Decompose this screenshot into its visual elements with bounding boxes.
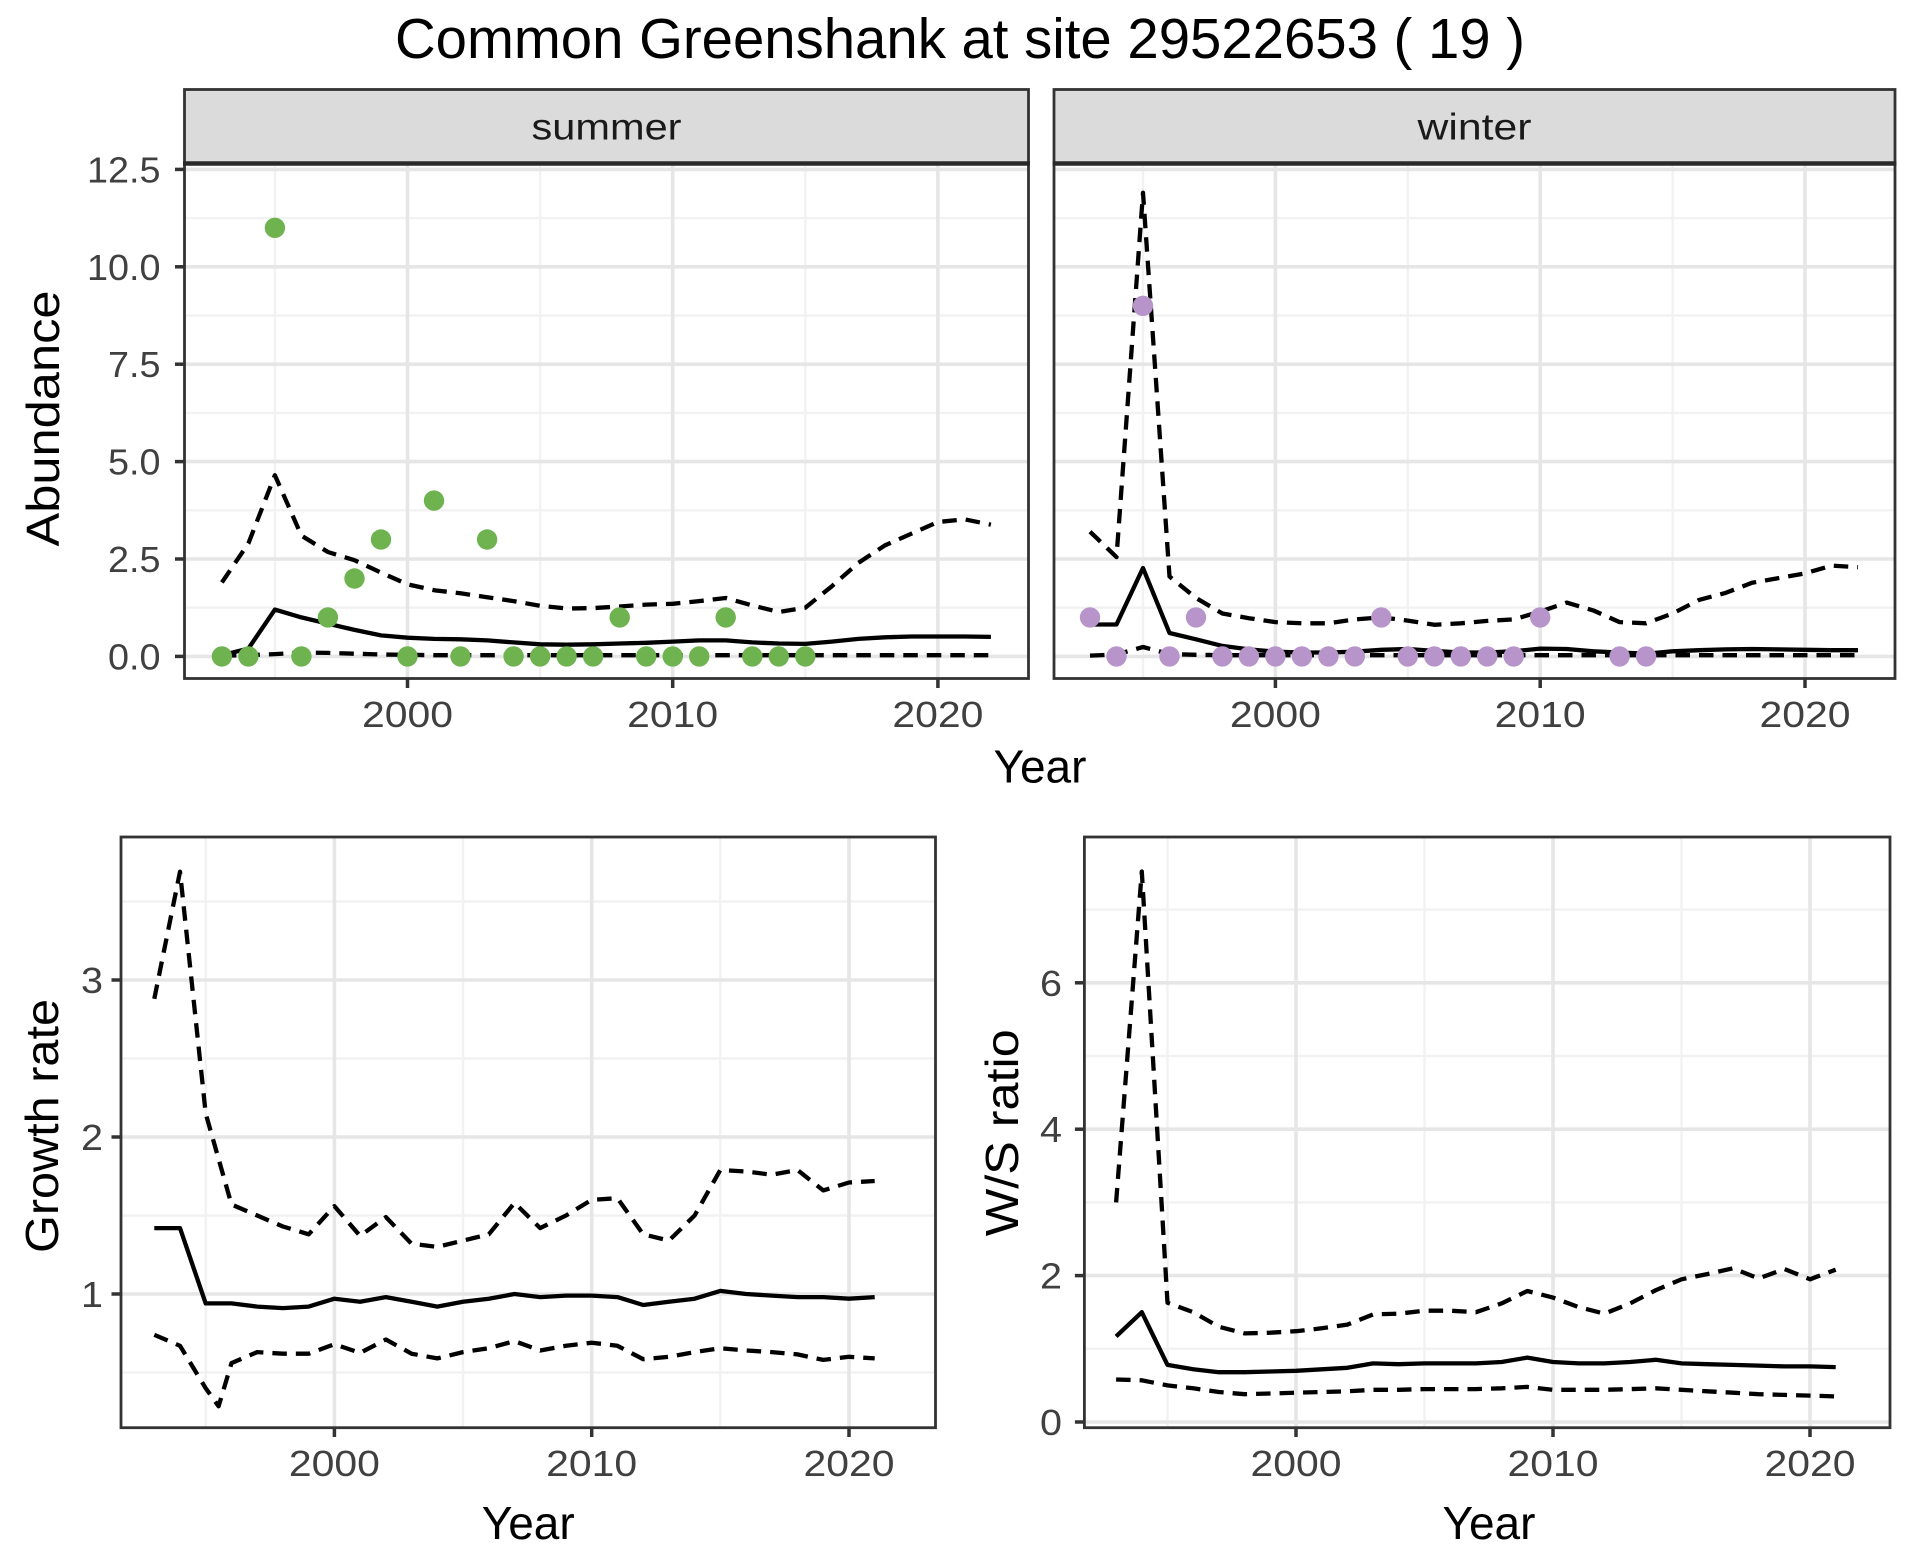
svg-text:0.0: 0.0 [108,636,161,677]
svg-text:1: 1 [81,1274,103,1315]
svg-text:2000: 2000 [1230,694,1321,735]
svg-text:Year: Year [994,741,1087,793]
svg-text:12.5: 12.5 [87,149,161,190]
svg-text:2.5: 2.5 [108,539,161,580]
svg-text:4: 4 [1040,1109,1062,1150]
svg-text:W/S ratio: W/S ratio [976,1029,1028,1236]
svg-text:2010: 2010 [1495,694,1586,735]
svg-text:2020: 2020 [1765,1443,1856,1484]
svg-text:2: 2 [81,1117,103,1158]
svg-text:2020: 2020 [804,1443,895,1484]
svg-text:Growth rate: Growth rate [16,999,68,1253]
svg-text:Year: Year [482,1497,575,1549]
svg-text:2020: 2020 [1760,694,1851,735]
svg-text:3: 3 [81,960,103,1001]
svg-text:2: 2 [1040,1256,1062,1297]
svg-text:Year: Year [1443,1497,1536,1549]
svg-text:2000: 2000 [289,1443,380,1484]
svg-text:2020: 2020 [892,694,983,735]
svg-text:winter: winter [1416,107,1531,148]
svg-text:2010: 2010 [1508,1443,1599,1484]
svg-text:10.0: 10.0 [87,247,161,288]
svg-text:5.0: 5.0 [108,442,161,483]
svg-text:summer: summer [532,107,682,148]
svg-text:2010: 2010 [627,694,718,735]
svg-text:2000: 2000 [362,694,453,735]
svg-text:7.5: 7.5 [108,344,161,385]
svg-text:Common Greenshank at site 2952: Common Greenshank at site 29522653 ( 19 … [395,7,1525,71]
svg-text:2000: 2000 [1251,1443,1342,1484]
svg-text:6: 6 [1040,963,1062,1004]
svg-text:Abundance: Abundance [17,291,69,547]
svg-text:0: 0 [1040,1402,1062,1443]
svg-text:2010: 2010 [546,1443,637,1484]
